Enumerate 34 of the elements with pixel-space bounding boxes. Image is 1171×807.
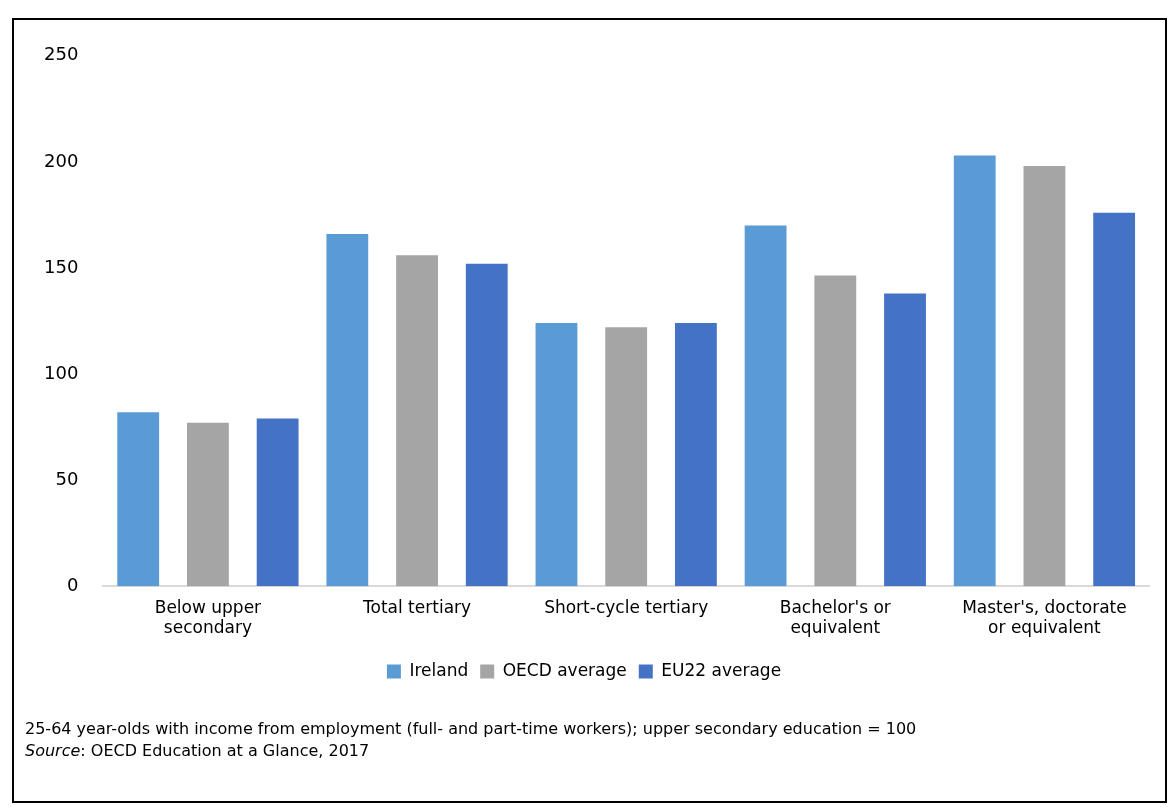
bar <box>953 155 996 587</box>
legend-label: OECD average <box>502 659 627 680</box>
category-label: Below upper <box>154 596 262 617</box>
bar <box>117 412 160 587</box>
x-tick-label: Total tertiary <box>362 596 472 617</box>
y-tick-label: 200 <box>44 149 79 171</box>
legend-label: EU22 average <box>661 659 782 680</box>
bar <box>744 225 787 587</box>
bar <box>256 418 299 587</box>
text: 25-64 year-olds with income from employment (full- and part-time workers); upper secondary education = 100 <box>25 718 917 740</box>
bar <box>1023 166 1066 587</box>
bar <box>674 323 717 587</box>
category-label: or equivalent <box>988 617 1101 638</box>
bar <box>814 275 857 587</box>
x-tick-label: Short-cycle tertiary <box>544 596 709 617</box>
bar <box>605 327 648 587</box>
y-tick-label: 50 <box>55 467 79 489</box>
bar <box>326 234 369 587</box>
category-label: secondary <box>163 617 252 638</box>
category-label: Bachelor's or <box>779 596 891 617</box>
bar <box>1093 212 1136 587</box>
bar <box>884 293 926 587</box>
bar <box>396 255 438 587</box>
y-tick-label: 100 <box>44 361 79 383</box>
bar <box>535 323 578 587</box>
bar <box>187 422 229 587</box>
y-tick-label: 150 <box>44 255 79 277</box>
bar <box>465 263 508 587</box>
legend-label: Ireland <box>409 659 469 680</box>
y-tick-label: 250 <box>44 43 79 65</box>
y-tick-label: 0 <box>66 573 79 595</box>
source-note: Source: OECD Education at a Glance, 2017 <box>25 740 371 762</box>
category-label: Master's, doctorate <box>962 596 1127 617</box>
category-label: equivalent <box>790 617 881 638</box>
